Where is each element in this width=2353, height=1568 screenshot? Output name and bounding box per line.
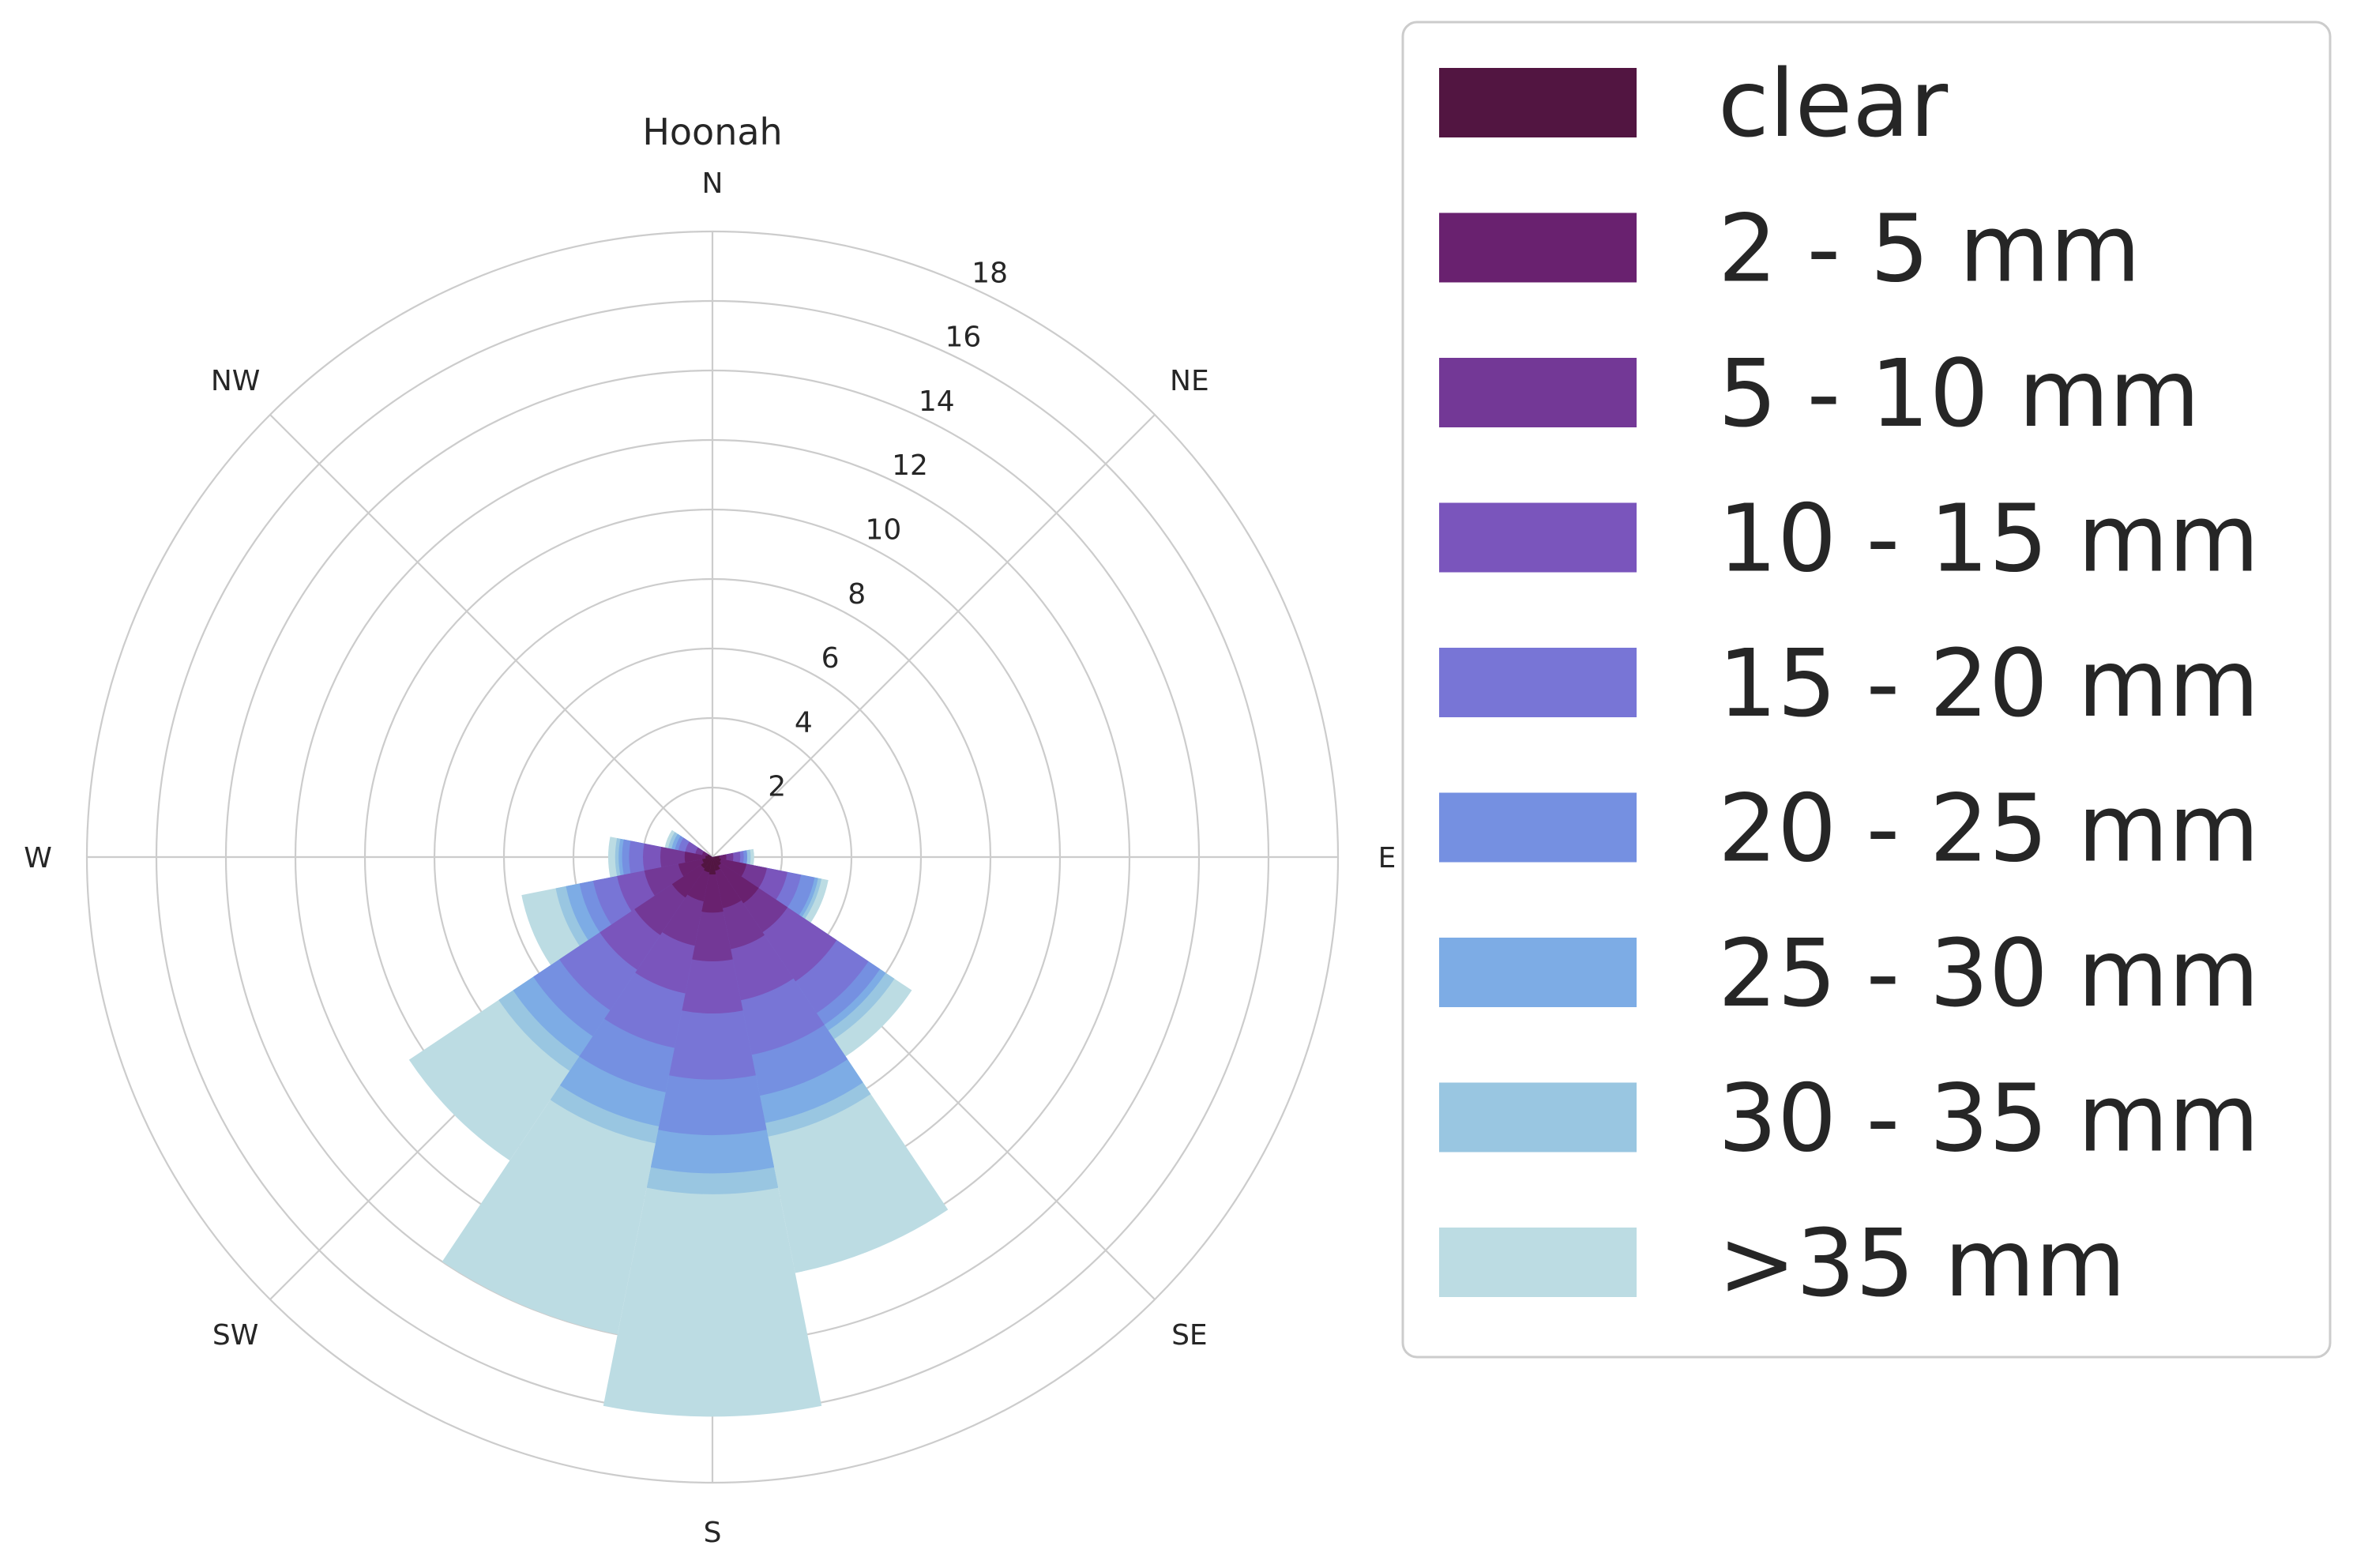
bar-segment <box>712 855 720 859</box>
legend-swatch <box>1439 68 1637 137</box>
bar-segment <box>703 857 712 873</box>
radial-tick-label: 2 <box>768 771 786 803</box>
legend-label: 20 - 25 mm <box>1718 774 2259 883</box>
direction-label: E <box>1378 842 1396 874</box>
radial-tick-label: 14 <box>919 385 955 418</box>
legend-items: clear 2 - 5 mm 5 - 10 mm 10 - 15 mm 15 - 20 … <box>1439 49 2259 1318</box>
direction-labels: N NE E SE S SW W NW <box>24 167 1396 1549</box>
direction-label: SW <box>212 1319 258 1352</box>
direction-label: NW <box>211 365 261 397</box>
bar-segment <box>671 857 712 898</box>
legend-swatch <box>1439 938 1637 1007</box>
legend-swatch <box>1439 1082 1637 1152</box>
bar-segment <box>684 852 712 863</box>
direction-label: N <box>702 167 724 200</box>
bar-segment <box>707 854 712 857</box>
grid-spoke <box>712 414 1156 858</box>
bar-segment <box>712 857 742 908</box>
legend-frame <box>1401 21 2332 1359</box>
bar-segment <box>702 857 712 863</box>
bar-segment <box>701 857 712 869</box>
bar-segment <box>712 857 747 877</box>
bar-segment <box>712 854 727 860</box>
bar-segment <box>712 857 759 904</box>
bar-segment <box>712 857 720 871</box>
legend-label: 15 - 20 mm <box>1718 629 2259 738</box>
radial-tick-label: 10 <box>865 513 901 546</box>
direction-label: W <box>24 842 52 874</box>
bar-segment <box>709 857 716 874</box>
grid-spoke <box>269 414 713 858</box>
radial-tick-label: 12 <box>892 449 928 482</box>
legend-label: 25 - 30 mm <box>1718 919 2259 1028</box>
legend-label: 5 - 10 mm <box>1718 339 2200 448</box>
direction-label: SE <box>1171 1319 1208 1352</box>
legend-swatch <box>1439 358 1637 427</box>
legend-swatch <box>1439 1228 1637 1297</box>
legend: clear 2 - 5 mm 5 - 10 mm 10 - 15 mm 15 - 20 … <box>1401 21 2332 1359</box>
legend-label: >35 mm <box>1718 1209 2126 1318</box>
radial-tick-label: 4 <box>795 706 813 739</box>
legend-swatch <box>1439 648 1637 717</box>
legend-label: clear <box>1718 49 1949 158</box>
wind-rose-bars <box>408 829 949 1417</box>
bar-segment <box>712 857 721 866</box>
radial-tick-label: 6 <box>821 642 840 675</box>
legend-swatch <box>1439 792 1637 863</box>
bar-segment <box>705 855 712 859</box>
legend-swatch <box>1439 502 1637 573</box>
legend-label: 30 - 35 mm <box>1718 1064 2259 1173</box>
chart-title: Hoonah <box>642 111 782 153</box>
legend-label: 10 - 15 mm <box>1718 484 2259 593</box>
direction-label: NE <box>1170 365 1209 397</box>
radial-tick-label: 18 <box>972 257 1008 289</box>
bar-segment <box>701 857 724 913</box>
legend-label: 2 - 5 mm <box>1718 194 2141 303</box>
radial-tick-label: 16 <box>945 321 982 354</box>
direction-label: S <box>704 1517 722 1549</box>
radial-tick-label: 8 <box>848 578 866 611</box>
legend-swatch <box>1439 212 1637 283</box>
bar-segment <box>712 857 721 863</box>
